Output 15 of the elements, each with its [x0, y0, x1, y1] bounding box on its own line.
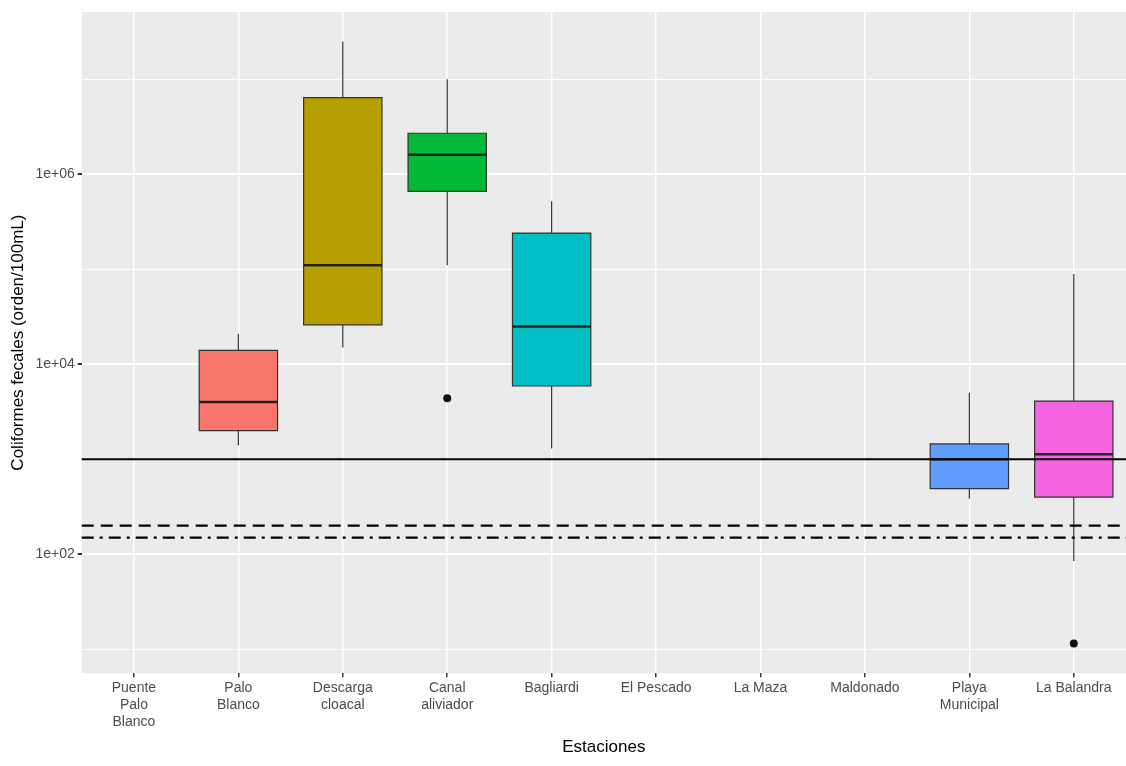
x-tick-label: La Balandra — [1036, 679, 1112, 696]
x-tick-label: Canal aliviador — [421, 679, 474, 713]
x-axis-title: Estaciones — [562, 737, 646, 757]
y-tick-label: 1e+06 — [35, 165, 75, 182]
x-tick-label: Maldonado — [830, 679, 900, 696]
x-tick-label: La Maza — [733, 679, 788, 696]
x-tick-label: El Pescado — [620, 679, 692, 696]
x-tick-label: Palo Blanco — [216, 679, 260, 713]
x-tick-label: Descarga cloacal — [312, 679, 373, 713]
y-axis-title: Coliformes fecales (orden/100mL) — [7, 214, 27, 471]
y-tick-label: 1e+02 — [35, 545, 75, 562]
x-tick-label: Bagliardi — [524, 679, 579, 696]
y-tick-label: 1e+04 — [35, 355, 75, 372]
x-tick-label: Puente Palo Blanco — [111, 679, 157, 730]
x-tick-label: Playa Municipal — [939, 679, 999, 713]
